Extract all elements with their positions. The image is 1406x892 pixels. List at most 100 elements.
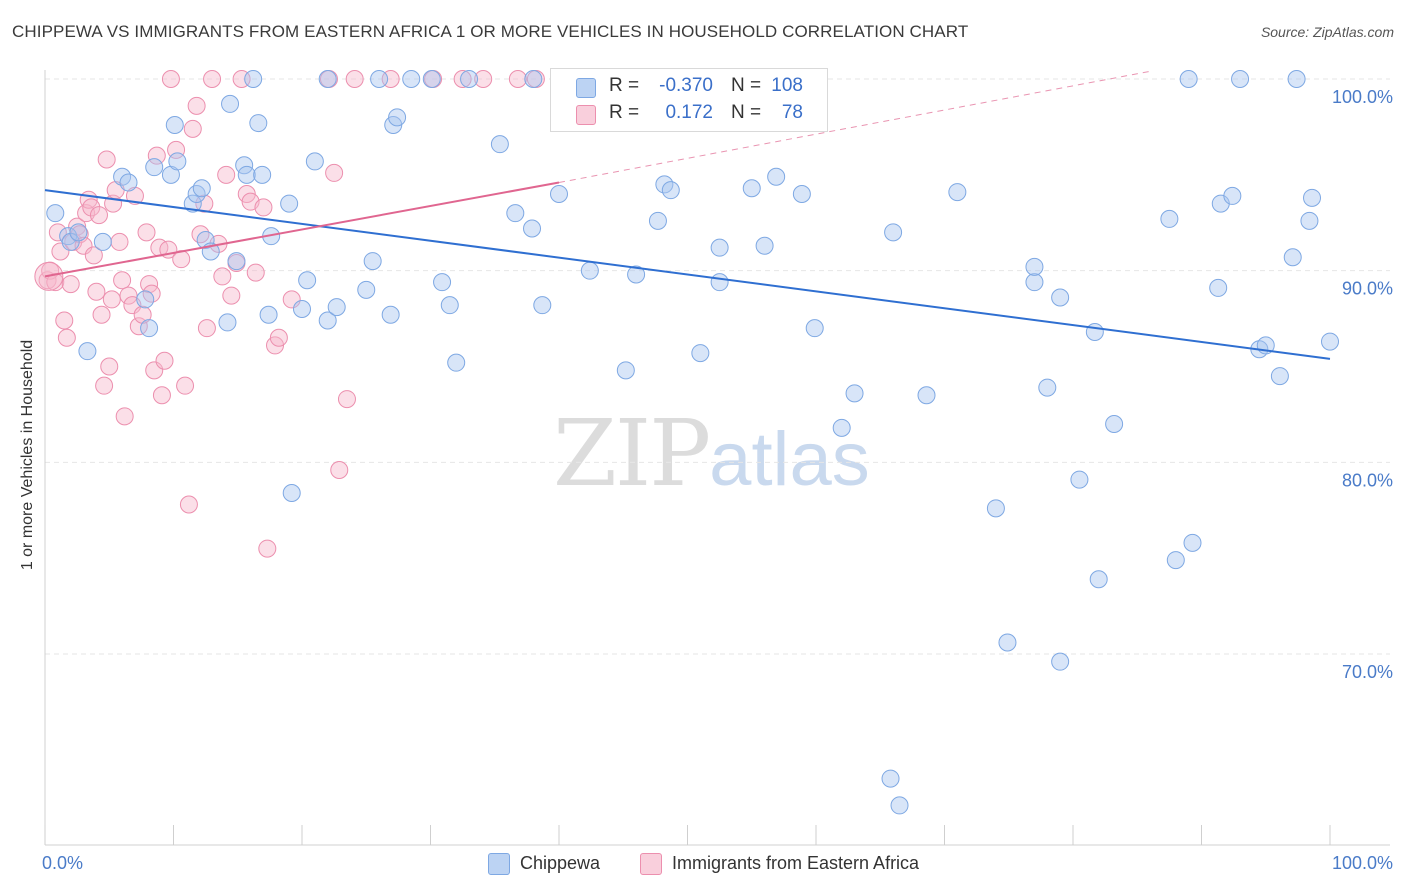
data-point-chippewa — [460, 70, 479, 88]
data-point-chippewa — [1025, 257, 1044, 276]
data-point-immigrants — [325, 163, 344, 182]
data-point-chippewa — [1089, 570, 1108, 589]
data-point-chippewa — [792, 185, 811, 203]
data-point-immigrants — [330, 461, 349, 479]
data-point-immigrants — [337, 390, 356, 409]
data-point-immigrants — [152, 386, 171, 405]
data-point-chippewa — [422, 70, 441, 88]
data-point-chippewa — [627, 265, 646, 284]
chart-source: Source: ZipAtlas.com — [1260, 24, 1394, 40]
data-point-chippewa — [1070, 470, 1089, 489]
chart-title: CHIPPEWA VS IMMIGRANTS FROM EASTERN AFRI… — [12, 22, 969, 41]
y-tick-label: 100.0% — [1332, 87, 1393, 107]
data-point-immigrants — [110, 232, 129, 251]
data-point-chippewa — [237, 165, 256, 184]
data-point-chippewa — [881, 769, 900, 788]
series-legend: Chippewa Immigrants from Eastern Africa — [0, 852, 1406, 878]
data-point-chippewa — [183, 194, 202, 213]
data-point-chippewa — [805, 319, 824, 338]
legend-n-value: 78 — [781, 102, 803, 123]
watermark-zip: ZIP — [553, 400, 711, 507]
legend-swatch-blue — [488, 853, 510, 875]
legend-row-chippewa: R = -0.370 N = 108 — [551, 73, 827, 99]
data-point-chippewa — [69, 223, 88, 242]
data-point-immigrants — [246, 263, 265, 282]
legend-r-value: 0.172 — [665, 102, 713, 123]
data-point-immigrants — [55, 311, 74, 330]
data-point-immigrants — [48, 223, 67, 242]
legend-label-immigrants: Immigrants from Eastern Africa — [672, 853, 920, 873]
data-point-chippewa — [221, 94, 240, 113]
data-point-chippewa — [1209, 278, 1228, 297]
data-point-chippewa — [1179, 70, 1198, 88]
data-point-immigrants — [147, 146, 166, 165]
legend-r-label: R = — [609, 75, 640, 96]
data-point-immigrants — [113, 271, 132, 290]
data-point-chippewa — [1085, 323, 1104, 341]
data-point-chippewa — [196, 231, 215, 249]
legend-r-label: R = — [609, 102, 640, 123]
data-point-chippewa — [61, 232, 80, 251]
data-point-chippewa — [616, 361, 635, 380]
series-immigrants-points — [34, 70, 545, 558]
data-point-chippewa — [370, 70, 389, 88]
data-point-immigrants — [345, 70, 364, 88]
data-point-chippewa — [440, 296, 459, 315]
data-point-chippewa — [1183, 533, 1202, 552]
data-point-immigrants — [254, 198, 273, 217]
data-point-immigrants — [97, 150, 116, 169]
data-point-immigrants — [84, 246, 103, 265]
data-point-immigrants — [95, 376, 114, 395]
data-point-immigrants — [269, 328, 288, 347]
data-point-immigrants — [167, 140, 186, 159]
data-point-chippewa — [1321, 332, 1339, 351]
data-point-immigrants — [89, 206, 108, 225]
data-point-chippewa — [767, 167, 786, 186]
data-point-chippewa — [282, 484, 301, 502]
data-point-chippewa — [648, 211, 667, 230]
legend-n-label: N = — [731, 102, 762, 123]
data-point-immigrants — [87, 282, 106, 301]
legend-label-chippewa: Chippewa — [520, 853, 601, 873]
data-point-chippewa — [218, 313, 237, 332]
x-tick-label: 100.0% — [1332, 853, 1393, 873]
data-point-chippewa — [1270, 367, 1289, 386]
data-point-chippewa — [447, 353, 466, 372]
data-point-chippewa — [661, 181, 680, 200]
data-point-chippewa — [1105, 415, 1124, 433]
data-point-chippewa — [293, 300, 311, 318]
data-point-chippewa — [327, 298, 346, 317]
data-point-immigrants — [217, 165, 236, 184]
data-point-chippewa — [318, 311, 337, 330]
data-point-chippewa — [136, 290, 155, 309]
data-point-immigrants — [161, 70, 180, 88]
axis-layer — [44, 70, 1390, 846]
legend-row-immigrants: R = 0.172 N = 78 — [551, 100, 827, 126]
data-point-chippewa — [402, 70, 421, 88]
data-point-immigrants — [213, 267, 232, 286]
data-point-chippewa — [1303, 188, 1322, 207]
data-point-chippewa — [755, 236, 774, 255]
data-point-chippewa — [168, 152, 187, 171]
data-point-chippewa — [298, 271, 317, 290]
data-point-immigrants — [508, 70, 527, 88]
data-point-chippewa — [691, 344, 710, 363]
data-point-chippewa — [363, 252, 382, 271]
data-point-chippewa — [145, 158, 164, 177]
data-point-chippewa — [742, 179, 761, 198]
data-point-immigrants — [453, 70, 472, 88]
data-point-chippewa — [1051, 652, 1070, 671]
data-point-immigrants — [191, 225, 210, 244]
data-point-chippewa — [1231, 70, 1250, 88]
data-point-chippewa — [1287, 70, 1306, 88]
data-point-immigrants — [187, 96, 206, 115]
data-point-chippewa — [119, 173, 138, 192]
data-point-chippewa — [917, 386, 936, 405]
data-point-chippewa — [78, 342, 97, 361]
data-point-chippewa — [46, 204, 65, 223]
data-point-chippewa — [1051, 288, 1070, 307]
data-point-chippewa — [1160, 209, 1179, 228]
data-point-chippewa — [249, 114, 268, 133]
data-point-immigrants — [179, 495, 198, 514]
data-point-chippewa — [580, 261, 599, 280]
